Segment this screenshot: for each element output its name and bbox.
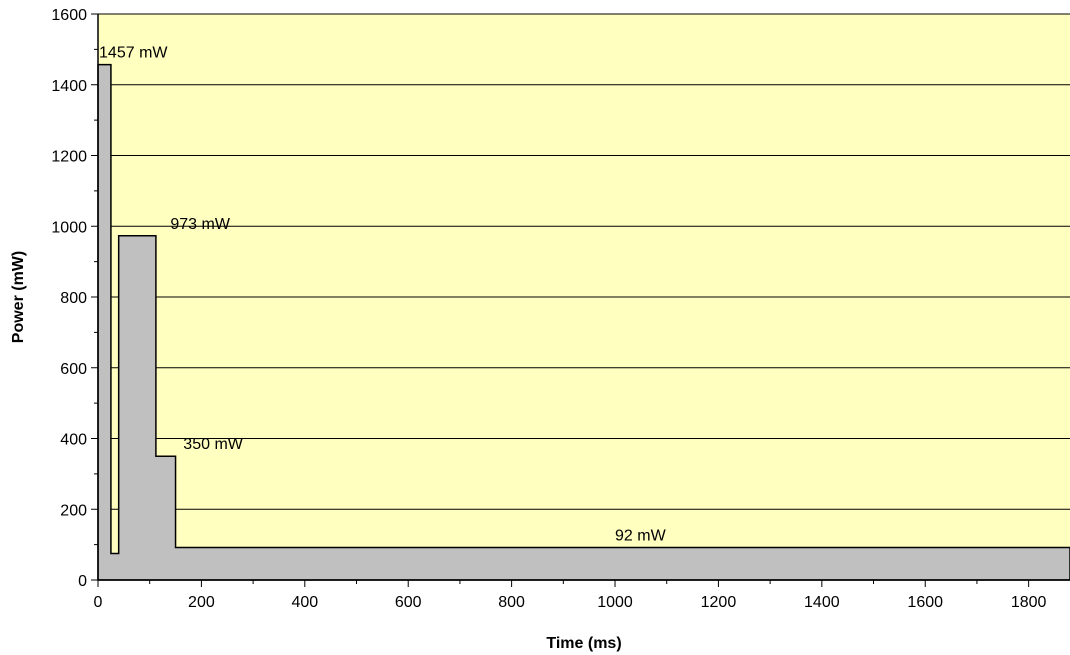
x-tick-label: 1000 <box>597 594 633 611</box>
y-axis-ticks: 0 200 400 600 800 1000 1200 1400 1600 <box>51 7 98 590</box>
y-tick-label: 1200 <box>51 149 87 166</box>
data-label: 92 mW <box>615 527 667 544</box>
x-axis-title: Time (ms) <box>546 635 621 652</box>
x-tick-label: 200 <box>188 594 215 611</box>
data-label: 1457 mW <box>99 45 168 62</box>
power-area <box>97 63 1070 581</box>
gridlines <box>98 13 1070 510</box>
y-tick-label: 400 <box>60 432 87 449</box>
x-tick-label: 1600 <box>907 594 943 611</box>
data-label: 973 mW <box>170 216 230 233</box>
data-label: 350 mW <box>183 436 243 453</box>
data-labels: 1457 mW 973 mW 350 mW 92 mW <box>99 45 667 545</box>
y-tick-label: 1600 <box>51 7 87 24</box>
y-tick-label: 0 <box>78 573 87 590</box>
x-tick-label: 0 <box>94 594 103 611</box>
y-tick-label: 200 <box>60 502 87 519</box>
y-tick-label: 800 <box>60 290 87 307</box>
x-tick-label: 1800 <box>1011 594 1047 611</box>
x-tick-label: 400 <box>291 594 318 611</box>
y-axis-title: Power (mW) <box>10 251 27 343</box>
x-tick-label: 800 <box>498 594 525 611</box>
y-tick-label: 600 <box>60 361 87 378</box>
y-tick-label: 1400 <box>51 78 87 95</box>
x-tick-label: 1200 <box>701 594 737 611</box>
y-tick-label: 1000 <box>51 219 87 236</box>
x-axis-ticks: 0 200 400 600 800 1000 1200 1400 1600 1800 <box>94 580 1047 611</box>
x-tick-label: 600 <box>395 594 422 611</box>
x-tick-label: 1400 <box>804 594 840 611</box>
